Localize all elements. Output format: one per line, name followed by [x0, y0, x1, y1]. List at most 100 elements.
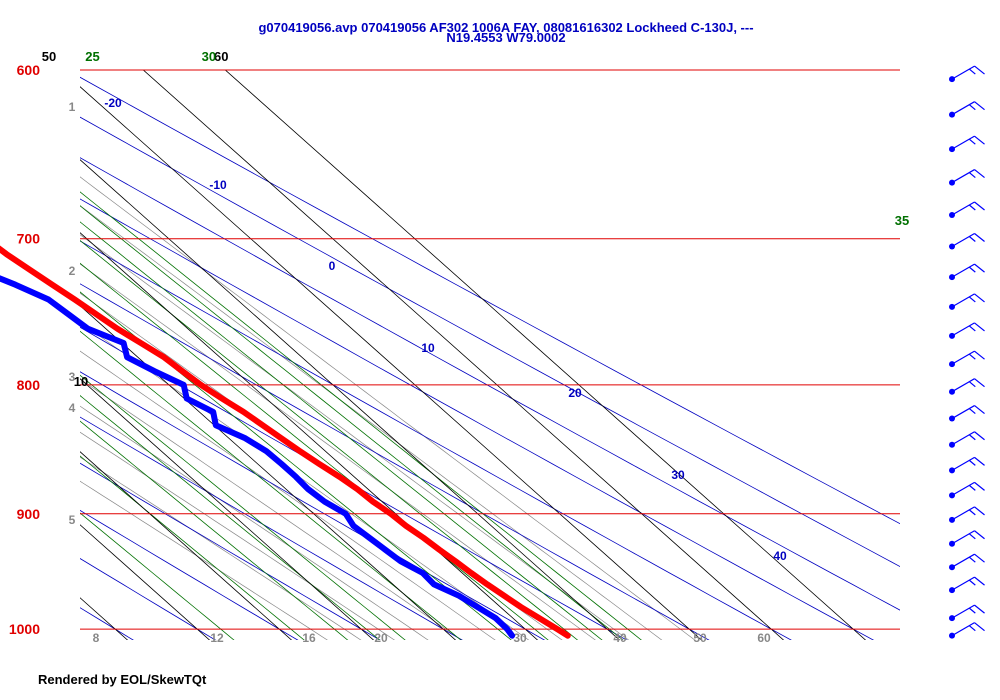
wind-barb-staff [951, 350, 975, 365]
sounding-profiles [0, 245, 571, 639]
wind-barb-staff [951, 576, 975, 591]
mixing-ratio-line [80, 240, 579, 640]
mixing-ratio-line [80, 262, 549, 640]
wind-barb-flag [974, 263, 985, 273]
wind-barb [949, 65, 985, 83]
wind-barb-half-flag [968, 484, 976, 491]
wind-barb-half-flag [968, 138, 976, 145]
wind-barb [949, 622, 985, 639]
wind-barb-flag [974, 506, 985, 516]
wind-barb-flag [974, 456, 985, 466]
dry-adiabat-label: 30 [671, 468, 685, 482]
wind-barb-staff [951, 263, 975, 278]
wind-barb [949, 169, 985, 186]
wind-barb-flag [974, 201, 985, 211]
left-height-label: 4 [69, 401, 76, 415]
pressure-label-1000: 1000 [9, 621, 40, 637]
dry-adiabat [80, 416, 463, 640]
temperature-profile [0, 245, 571, 639]
wind-barb [949, 456, 985, 474]
wind-barb-half-flag [968, 68, 976, 75]
isotherms [80, 70, 867, 640]
bottom-mixing-label: 12 [210, 631, 224, 645]
wind-barb-flag [974, 350, 985, 360]
wind-barb-staff [951, 322, 975, 337]
pressure-label-900: 900 [17, 506, 41, 522]
wind-barb-flag [974, 553, 985, 563]
mixing-ratio-line [80, 512, 235, 640]
mixing-ratio-line [80, 395, 381, 640]
bottom-mixing-label: 16 [302, 631, 316, 645]
wind-barb-staff [951, 456, 975, 471]
wind-barb-staff [951, 201, 975, 216]
dry-adiabat-label: 10 [421, 341, 435, 355]
dry-adiabat [80, 371, 546, 640]
wind-barb-flag [974, 169, 985, 179]
wind-barb-flag [974, 293, 985, 303]
wind-barb-staff [951, 553, 975, 568]
bottom-mixing-label: 40 [613, 631, 627, 645]
wind-barb-staff [951, 65, 975, 80]
left-height-label: 5 [69, 513, 76, 527]
wind-barb-staff [951, 293, 975, 308]
wind-barb-flag [974, 65, 985, 75]
isotherm [80, 451, 293, 640]
wind-barb-staff [951, 622, 975, 637]
wind-barb-flag [974, 431, 985, 441]
moist-adiabat [80, 480, 328, 640]
wind-barb [949, 530, 985, 547]
isotherm [80, 232, 539, 640]
wind-barb [949, 431, 985, 448]
wind-barb [949, 135, 985, 153]
wind-barb [949, 378, 985, 395]
wind-barb-half-flag [968, 607, 976, 614]
dry-adiabat [80, 607, 134, 640]
wind-barb-flag [974, 622, 985, 632]
wind-barb [949, 293, 985, 310]
wind-barb [949, 553, 985, 571]
wind-barb-staff [951, 378, 975, 393]
wind-barb-flag [974, 530, 985, 540]
chart-subtitle: N19.4553 W79.0002 [446, 30, 565, 45]
wind-barb-flag [974, 576, 985, 586]
dry-adiabat-label: -20 [104, 96, 122, 110]
bottom-mixing-label: 20 [374, 631, 388, 645]
footer-credit: Rendered by EOL/SkewTQt [38, 672, 207, 687]
dry-adiabat [80, 558, 217, 640]
isotherm [80, 86, 703, 640]
bottom-mixing-label: 8 [93, 631, 100, 645]
wind-barb [949, 232, 985, 250]
left-height-label: 2 [69, 264, 76, 278]
wind-barb-flag [974, 233, 985, 242]
wind-barb [949, 604, 985, 622]
pressure-label-700: 700 [17, 231, 41, 247]
wind-barb-half-flag [968, 353, 976, 360]
wind-barb-half-flag [968, 509, 976, 516]
mixing-ratio-label: 35 [895, 213, 909, 228]
wind-barb [949, 101, 985, 118]
isotherm [224, 70, 867, 640]
wind-barb-staff [951, 101, 975, 116]
wind-barb [949, 201, 985, 219]
wind-barb-half-flag [968, 236, 976, 242]
top-axis-label: 60 [214, 49, 228, 64]
top-axis-label: 50 [42, 49, 56, 64]
wind-barbs [949, 65, 985, 639]
isotherm [80, 305, 457, 640]
wind-barb [949, 350, 985, 368]
wind-barb-staff [951, 405, 975, 420]
wind-barb-flag [974, 405, 985, 415]
chart-title: g070419056.avp 070419056 AF302 1006A FAY… [258, 20, 753, 35]
wind-barb-half-flag [968, 434, 976, 441]
wind-barb-staff [951, 135, 975, 150]
pressure-label-600: 600 [17, 62, 41, 78]
wind-barb-half-flag [968, 459, 976, 466]
wind-barb-staff [951, 506, 975, 521]
wind-barb-flag [974, 101, 985, 111]
axis-labels: 6007008009001000203040506051015202530351… [9, 49, 909, 645]
top-axis-label: 30 [202, 49, 216, 64]
wind-barb-half-flag [968, 381, 976, 388]
isotherm-label: 10 [74, 374, 88, 389]
wind-barb-half-flag [968, 296, 976, 303]
